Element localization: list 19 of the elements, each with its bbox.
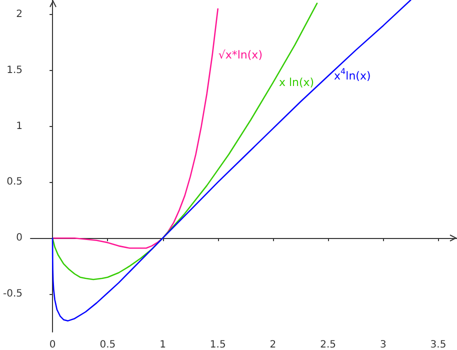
- x-tick-label: 2.5: [320, 340, 336, 350]
- x-tick-label: 3: [380, 340, 386, 350]
- x-tick-label: 0: [49, 340, 56, 350]
- y-tick-label: -0.5: [2, 288, 23, 300]
- x-tick-label: 3.5: [430, 340, 446, 350]
- x-tick-label: 1: [160, 340, 166, 350]
- line-series: [52, 0, 412, 322]
- series-label: x ln(x): [278, 76, 314, 90]
- y-tick-label: 1.5: [6, 64, 23, 76]
- x-tick-label: 0.5: [100, 340, 116, 350]
- x-tick-label: 1.5: [210, 340, 226, 350]
- y-tick-label: 1: [16, 120, 23, 132]
- series-label: √x*ln(x): [218, 48, 262, 62]
- line-series: [52, 8, 219, 249]
- y-tick-label: 0: [16, 232, 23, 244]
- x-tick-label: 2: [270, 340, 276, 350]
- y-tick-label: 0.5: [6, 176, 23, 188]
- line-series: [52, 2, 318, 280]
- y-tick-label: 2: [16, 9, 23, 20]
